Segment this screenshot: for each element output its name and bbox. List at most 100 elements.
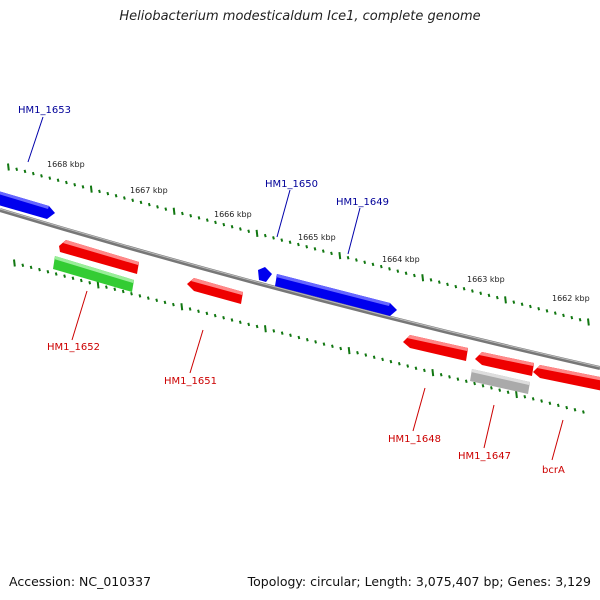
reverse-ruler-tick	[21, 263, 25, 267]
reverse-ruler-tick	[79, 278, 83, 283]
forward-ruler-tick	[570, 315, 574, 320]
reverse-ruler-tick	[490, 386, 493, 390]
forward-ruler-tick	[562, 313, 565, 318]
reverse-ruler-tick	[54, 272, 58, 276]
accession-text: Accession: NC_010337	[9, 574, 152, 589]
forward-ruler-tick	[65, 180, 68, 185]
reverse-ruler-tick	[506, 390, 510, 395]
reverse-ruler-tick	[121, 289, 125, 294]
forward-ruler-tick	[56, 178, 60, 183]
reverse-ruler-tick	[556, 403, 560, 408]
forward-ruler-tick	[487, 293, 491, 298]
gene-hm1-1650[interactable]	[258, 267, 272, 282]
reverse-ruler-tick	[498, 388, 502, 392]
forward-ruler-tick	[429, 278, 433, 282]
forward-ruler-tick	[255, 229, 259, 238]
forward-ruler-tick	[313, 247, 317, 251]
gene-label-bcra[interactable]: bcrA	[542, 465, 565, 476]
reverse-ruler-tick	[88, 280, 92, 285]
forward-ruler-tick	[330, 251, 333, 256]
forward-ruler-tick	[520, 302, 524, 307]
reverse-ruler-tick	[431, 368, 435, 377]
reverse-ruler-tick	[38, 267, 41, 272]
forward-ruler-tick	[73, 182, 77, 187]
reverse-ruler-tick	[406, 364, 410, 368]
forward-ruler-tick	[89, 185, 93, 193]
gene-bcra[interactable]	[533, 365, 600, 392]
reverse-ruler-tick	[531, 397, 535, 401]
reverse-ruler-tick	[464, 379, 468, 384]
forward-ruler-tick	[504, 296, 507, 304]
reverse-ruler-tick	[548, 401, 552, 405]
gene-label-hm1-1652[interactable]: HM1_1652	[47, 342, 100, 353]
reverse-ruler-tick	[523, 394, 527, 399]
reverse-ruler-tick	[280, 331, 284, 335]
leader-hm1-1653	[27, 116, 44, 163]
reverse-ruler-tick	[297, 335, 301, 340]
forward-ruler-tick	[421, 274, 425, 282]
reverse-ruler-tick	[264, 325, 267, 333]
gene-hm1-1653[interactable]	[0, 190, 55, 219]
forward-ruler-tick	[263, 233, 267, 238]
forward-ruler-tick	[578, 318, 582, 322]
forward-ruler-tick	[156, 205, 159, 209]
gene-hm1-1647[interactable]	[475, 352, 534, 376]
forward-ruler-tick	[147, 202, 151, 207]
forward-ruler-tick	[553, 311, 557, 315]
reverse-ruler-tick	[322, 342, 326, 346]
gene-label-hm1-1649[interactable]: HM1_1649	[336, 197, 389, 208]
forward-ruler-tick	[205, 218, 209, 222]
reverse-ruler-tick	[372, 355, 376, 359]
forward-ruler-tick	[396, 269, 400, 273]
reverse-ruler-tick	[188, 307, 192, 311]
reverse-ruler-tick	[29, 265, 33, 270]
reverse-ruler-tick	[305, 337, 309, 342]
reverse-ruler-tick	[255, 324, 259, 329]
forward-ruler-tick	[230, 225, 234, 229]
ruler-label-1668: 1668 kbp	[47, 160, 85, 169]
forward-ruler-tick	[214, 220, 217, 225]
reverse-ruler-tick	[130, 291, 133, 296]
forward-ruler-tick	[114, 194, 118, 198]
gene-pseudo-gray[interactable]	[470, 369, 530, 394]
gene-rna-green[interactable]	[53, 256, 134, 292]
gene-hm1-1651[interactable]	[187, 278, 243, 304]
forward-ruler-tick	[131, 198, 135, 202]
gene-hm1-1649[interactable]	[275, 274, 397, 316]
forward-ruler-tick	[15, 167, 19, 171]
forward-ruler-tick	[587, 318, 590, 326]
forward-ruler-tick	[512, 300, 516, 304]
reverse-ruler-tick	[582, 410, 585, 414]
reverse-ruler-tick	[113, 287, 117, 292]
gene-label-hm1-1648[interactable]: HM1_1648	[388, 434, 441, 445]
gene-label-hm1-1650[interactable]: HM1_1650	[265, 179, 318, 190]
reverse-ruler-tick	[565, 405, 569, 410]
reverse-ruler-tick	[138, 294, 142, 298]
forward-ruler-tick	[7, 163, 10, 171]
forward-ruler-tick	[222, 222, 226, 227]
ruler-label-1665: 1665 kbp	[298, 233, 336, 242]
gene-hm1-1652[interactable]	[59, 240, 139, 274]
reverse-ruler-tick	[155, 298, 159, 303]
leader-hm1-1652	[71, 290, 88, 341]
forward-ruler-tick	[479, 291, 483, 295]
genome-title: Heliobacterium modesticaldum Ice1, compl…	[119, 9, 481, 24]
forward-ruler-tick	[40, 174, 43, 178]
reverse-ruler-tick	[63, 274, 66, 278]
leader-hm1-1647	[483, 404, 495, 449]
reverse-ruler-tick	[222, 316, 225, 320]
forward-ruler-tick	[23, 169, 27, 174]
gene-label-hm1-1647[interactable]: HM1_1647	[458, 451, 511, 462]
reverse-ruler-tick	[230, 318, 234, 322]
forward-ruler-tick	[363, 260, 367, 264]
forward-ruler-tick	[297, 242, 300, 247]
gene-hm1-1648[interactable]	[403, 335, 468, 361]
reverse-ruler-tick	[540, 399, 543, 403]
reverse-ruler-tick	[347, 346, 351, 355]
gene-label-hm1-1653[interactable]: HM1_1653	[18, 105, 71, 116]
forward-ruler-tick	[371, 262, 375, 267]
gene-label-hm1-1651[interactable]: HM1_1651	[164, 376, 217, 387]
forward-ruler-tick	[338, 251, 342, 260]
reverse-ruler-tick	[180, 303, 184, 311]
